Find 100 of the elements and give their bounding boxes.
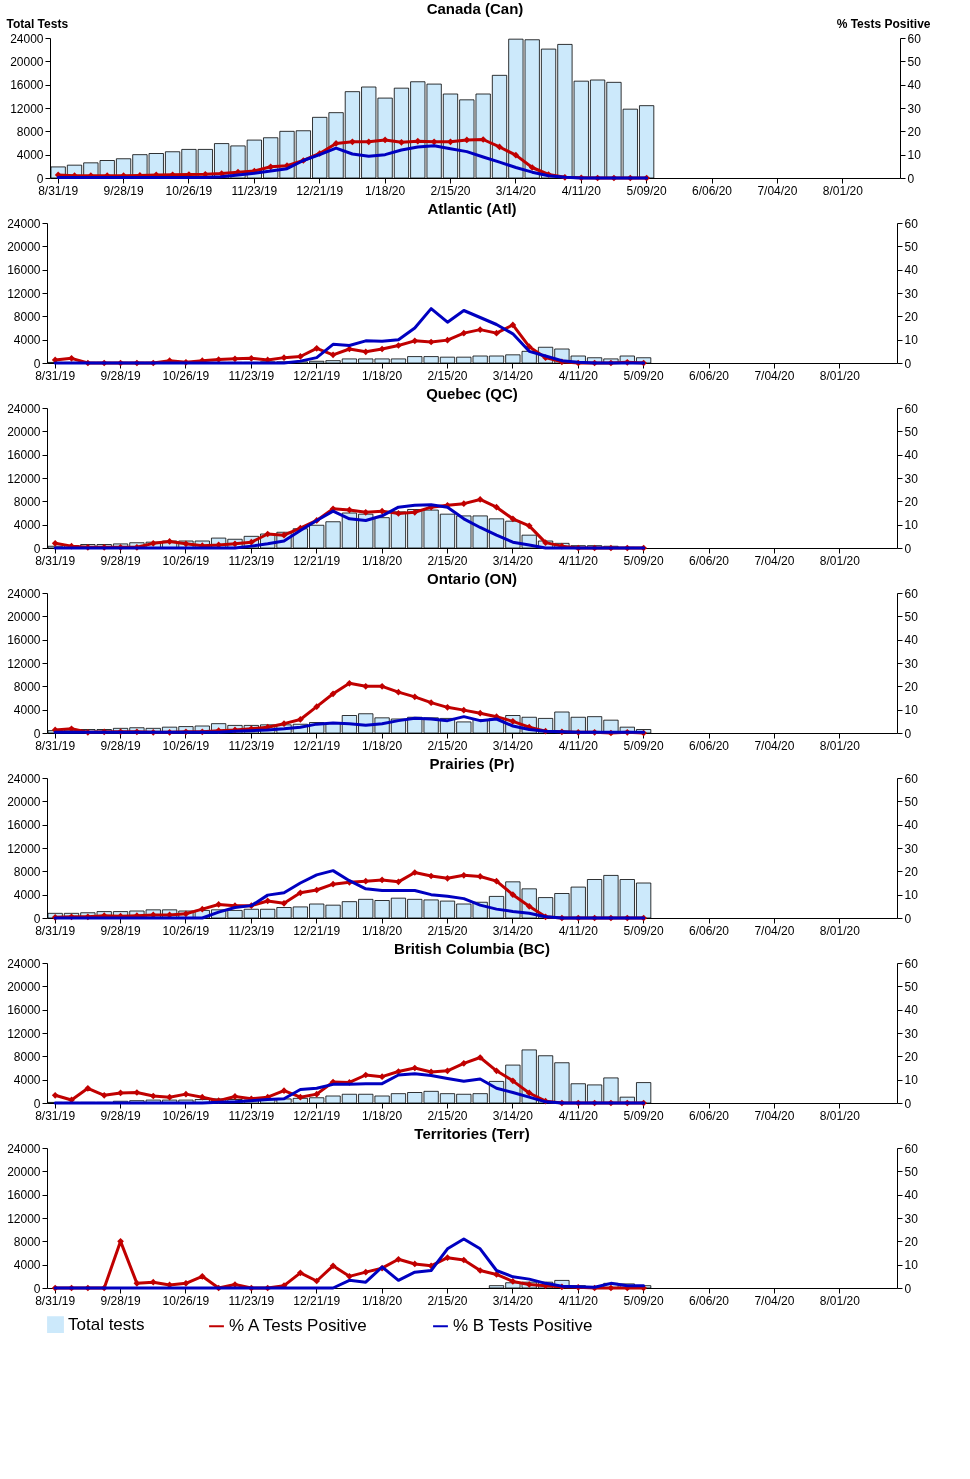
y2-tick-label: 20	[904, 1234, 919, 1249]
x-tick-label: 10/26/19	[162, 368, 210, 383]
y2-tick-label: 60	[904, 401, 919, 416]
x-tick-label: 1/18/20	[362, 1108, 403, 1123]
y2-tick-label: 50	[904, 609, 919, 624]
x-tick-label: 6/06/20	[689, 738, 730, 753]
x-tick-label: 8/01/20	[819, 923, 861, 938]
x-tick-label: 3/14/20	[492, 1108, 534, 1123]
y2-tick-label: 10	[907, 148, 922, 163]
y2-tick-label: 10	[904, 888, 919, 903]
x-tick-label: 8/01/20	[819, 738, 861, 753]
y-tick-label: 16000	[7, 448, 41, 463]
x-tick-label: 8/31/19	[38, 183, 79, 198]
y2-tick-label: 10	[904, 333, 919, 348]
x-tick-label: 2/15/20	[427, 738, 468, 753]
y2-tick-label: 60	[904, 586, 919, 601]
x-tick-label: 5/09/20	[626, 183, 667, 198]
y-tick-label: 16000	[10, 78, 44, 93]
y-tick-label: 24000	[7, 771, 41, 786]
x-tick-label: 6/06/20	[692, 183, 733, 198]
y2-tick-label: 40	[904, 448, 919, 463]
x-tick-label: 12/21/19	[293, 738, 341, 753]
legend-label: % A Tests Positive	[229, 1316, 367, 1336]
y-tick-label: 8000	[13, 494, 41, 509]
chart-title: Atlantic (Atl)	[427, 200, 517, 217]
y2-tick-label: 30	[904, 1211, 919, 1226]
x-tick-label: 12/21/19	[293, 923, 341, 938]
x-tick-label: 1/18/20	[362, 368, 403, 383]
x-tick-label: 6/06/20	[689, 553, 730, 568]
y-tick-label: 12000	[7, 656, 41, 671]
y-tick-label: 4000	[13, 333, 41, 348]
y2-tick-label: 20	[904, 864, 919, 879]
y-tick-label: 24000	[10, 31, 44, 46]
x-tick-label: 10/26/19	[162, 553, 210, 568]
y2-tick-label: 50	[904, 424, 919, 439]
x-tick-label: 6/06/20	[689, 1108, 730, 1123]
x-tick-label: 5/09/20	[623, 738, 664, 753]
x-tick-label: 7/04/20	[754, 553, 795, 568]
x-tick-label: 8/01/20	[822, 183, 864, 198]
y-tick-label: 20000	[7, 239, 41, 254]
y2-tick-label: 30	[904, 656, 919, 671]
y2-tick-label: 40	[904, 633, 919, 648]
y-tick-label: 16000	[7, 263, 41, 278]
y-tick-label: 0	[33, 1096, 41, 1111]
y-tick-label: 20000	[7, 1164, 41, 1179]
y-tick-label: 0	[33, 911, 41, 926]
y2-tick-label: 60	[904, 771, 919, 786]
y2-tick-label: 20	[904, 494, 919, 509]
x-tick-label: 8/01/20	[819, 553, 861, 568]
x-tick-label: 2/15/20	[427, 553, 468, 568]
y-tick-label: 20000	[7, 609, 41, 624]
y-tick-label: 16000	[7, 1188, 41, 1203]
y-tick-label: 0	[33, 356, 41, 371]
x-tick-label: 7/04/20	[754, 1293, 795, 1308]
y-tick-label: 4000	[13, 888, 41, 903]
y2-axis-title: % Tests Positive	[836, 16, 931, 31]
y2-tick-label: 10	[904, 703, 919, 718]
chart-title: Prairies (Pr)	[429, 755, 515, 772]
x-tick-label: 3/14/20	[492, 1293, 534, 1308]
x-tick-label: 9/28/19	[100, 553, 141, 568]
y-tick-label: 12000	[7, 471, 41, 486]
y2-tick-label: 0	[904, 1281, 912, 1296]
x-tick-label: 11/23/19	[231, 183, 278, 198]
x-tick-label: 4/11/20	[558, 738, 599, 753]
x-tick-label: 2/15/20	[427, 1293, 468, 1308]
x-tick-label: 7/04/20	[754, 923, 795, 938]
x-tick-label: 12/21/19	[293, 1108, 341, 1123]
y2-tick-label: 30	[904, 286, 919, 301]
x-tick-label: 9/28/19	[103, 183, 144, 198]
x-tick-label: 8/31/19	[35, 923, 76, 938]
x-tick-label: 1/18/20	[362, 923, 403, 938]
y-tick-label: 16000	[7, 818, 41, 833]
x-tick-label: 3/14/20	[495, 183, 537, 198]
y-tick-label: 8000	[13, 1234, 41, 1249]
y-tick-label: 12000	[7, 286, 41, 301]
y2-tick-label: 60	[904, 216, 919, 231]
x-tick-label: 4/11/20	[558, 923, 599, 938]
y-tick-label: 20000	[7, 794, 41, 809]
x-tick-label: 2/15/20	[427, 368, 468, 383]
x-tick-label: 5/09/20	[623, 1108, 664, 1123]
x-tick-label: 12/21/19	[293, 1293, 341, 1308]
x-tick-label: 8/31/19	[35, 1108, 76, 1123]
y2-tick-label: 30	[904, 1026, 919, 1041]
x-tick-label: 11/23/19	[228, 368, 275, 383]
y2-tick-label: 0	[904, 1096, 912, 1111]
chart-title: Ontario (ON)	[427, 570, 517, 587]
x-tick-label: 8/01/20	[819, 368, 861, 383]
legend-label: Total tests	[68, 1314, 145, 1334]
x-tick-label: 7/04/20	[754, 368, 795, 383]
x-tick-label: 6/06/20	[689, 368, 730, 383]
x-tick-label: 4/11/20	[561, 183, 602, 198]
chart-title: Quebec (QC)	[426, 385, 518, 402]
y2-tick-label: 50	[904, 1164, 919, 1179]
y2-tick-label: 30	[904, 841, 919, 856]
y-tick-label: 24000	[7, 586, 41, 601]
x-tick-label: 10/26/19	[162, 738, 210, 753]
x-tick-label: 9/28/19	[100, 738, 141, 753]
x-tick-label: 3/14/20	[492, 738, 534, 753]
y2-tick-label: 40	[904, 1003, 919, 1018]
y2-tick-label: 20	[904, 1049, 919, 1064]
